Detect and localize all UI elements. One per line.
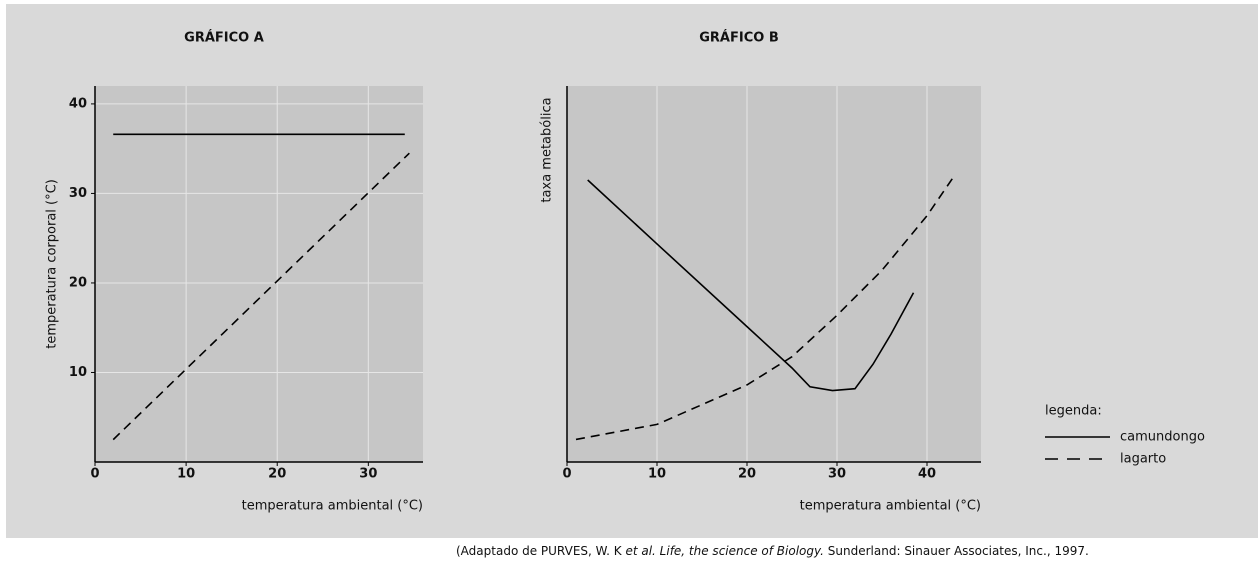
legend-title: legenda: — [1045, 404, 1102, 419]
x-axis-label: temperatura ambiental (°C) — [242, 499, 423, 514]
x-tick-label: 40 — [918, 467, 936, 482]
x-tick-label: 30 — [828, 467, 846, 482]
legend-label: camundongo — [1120, 430, 1205, 445]
series-line — [587, 179, 915, 392]
x-tick-label: 20 — [268, 467, 286, 482]
y-axis-label: temperatura corporal (°C) — [45, 179, 60, 349]
y-tick-label: 40 — [69, 96, 87, 111]
x-tick-label: 10 — [177, 467, 195, 482]
x-tick-label: 0 — [90, 467, 99, 482]
plot-area — [567, 86, 981, 462]
source-note: (Adaptado de PURVES, W. K et al. Life, t… — [456, 544, 1089, 558]
y-tick-label: 10 — [69, 365, 87, 380]
x-tick-label: 30 — [359, 467, 377, 482]
chart-title: GRÁFICO A — [184, 30, 264, 46]
legend-label: lagarto — [1120, 452, 1166, 467]
x-tick-label: 20 — [738, 467, 756, 482]
series-line — [112, 152, 410, 441]
x-tick-label: 0 — [562, 467, 571, 482]
y-tick-label: 30 — [69, 186, 87, 201]
y-axis-label: taxa metabólica — [540, 97, 555, 202]
x-tick-label: 10 — [648, 467, 666, 482]
chart-title: GRÁFICO B — [699, 30, 779, 46]
source-part: et al. Life, the science of Biology. — [625, 544, 824, 558]
x-axis-label: temperatura ambiental (°C) — [800, 499, 981, 514]
source-part: Sunderland: Sinauer Associates, Inc., 19… — [824, 544, 1089, 558]
plot-area — [95, 86, 423, 462]
y-tick-label: 20 — [69, 275, 87, 290]
source-part: (Adaptado de PURVES, W. K — [456, 544, 625, 558]
series-line — [575, 175, 955, 441]
